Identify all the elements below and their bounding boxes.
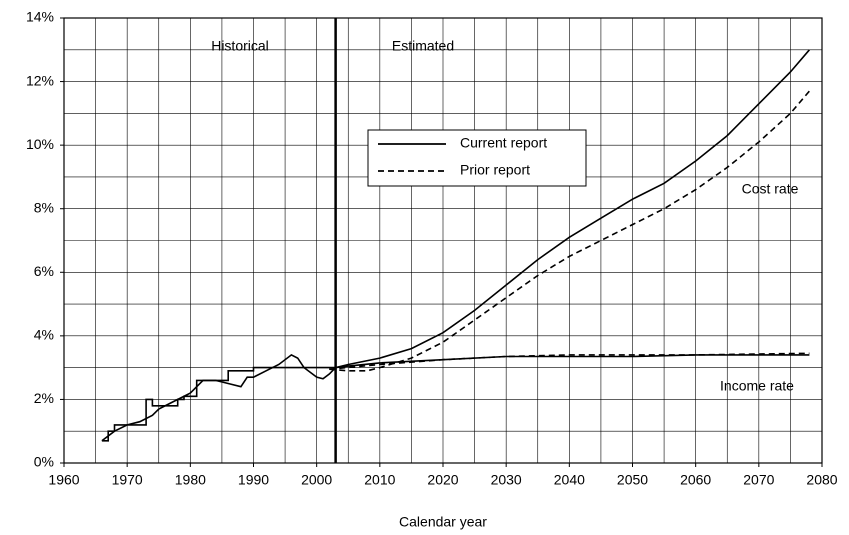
y-tick-label: 2% [34, 390, 54, 406]
x-axis-label: Calendar year [399, 514, 487, 530]
y-tick-label: 4% [34, 327, 54, 343]
legend-label: Current report [460, 135, 547, 151]
x-tick-label: 2000 [301, 472, 332, 488]
x-tick-label: 1990 [238, 472, 269, 488]
x-tick-label: 1970 [112, 472, 143, 488]
x-tick-label: 2050 [617, 472, 648, 488]
x-tick-label: 2030 [491, 472, 522, 488]
legend-label: Prior report [460, 162, 530, 178]
x-tick-label: 2070 [743, 472, 774, 488]
x-tick-label: 2040 [554, 472, 585, 488]
y-tick-label: 6% [34, 263, 54, 279]
y-tick-label: 8% [34, 199, 54, 215]
x-tick-label: 1980 [175, 472, 206, 488]
y-tick-label: 12% [26, 72, 54, 88]
annotation: Cost rate [742, 181, 799, 197]
period-label: Historical [211, 38, 269, 54]
line [329, 352, 810, 370]
x-tick-label: 2020 [427, 472, 458, 488]
x-tick-label: 2010 [364, 472, 395, 488]
period-label: Estimated [392, 38, 454, 54]
y-tick-label: 14% [26, 9, 54, 25]
annotation: Income rate [720, 378, 794, 394]
line [101, 49, 811, 442]
x-tick-label: 1960 [48, 472, 79, 488]
y-tick-label: 10% [26, 136, 54, 152]
y-tick-label: 0% [34, 454, 54, 470]
legend [367, 129, 587, 187]
x-tick-label: 2060 [680, 472, 711, 488]
x-tick-label: 2080 [806, 472, 837, 488]
line [329, 90, 811, 372]
